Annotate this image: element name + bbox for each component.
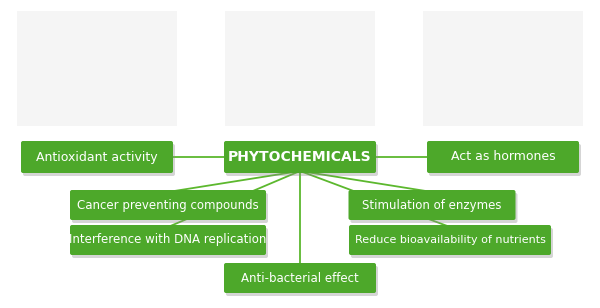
FancyBboxPatch shape <box>349 225 551 255</box>
Text: Anti-bacterial effect: Anti-bacterial effect <box>241 271 359 285</box>
FancyBboxPatch shape <box>226 266 378 296</box>
FancyBboxPatch shape <box>224 141 376 173</box>
FancyBboxPatch shape <box>21 141 173 173</box>
FancyBboxPatch shape <box>70 190 266 220</box>
FancyBboxPatch shape <box>350 193 517 223</box>
FancyBboxPatch shape <box>351 228 553 258</box>
FancyBboxPatch shape <box>224 263 376 293</box>
Text: Reduce bioavailability of nutrients: Reduce bioavailability of nutrients <box>355 235 545 245</box>
Bar <box>17 10 177 125</box>
Bar <box>225 10 375 125</box>
Text: Interference with DNA replication: Interference with DNA replication <box>70 233 266 246</box>
Text: Act as hormones: Act as hormones <box>451 151 556 164</box>
FancyBboxPatch shape <box>226 144 378 176</box>
FancyBboxPatch shape <box>427 141 579 173</box>
Text: PHYTOCHEMICALS: PHYTOCHEMICALS <box>228 150 372 164</box>
FancyBboxPatch shape <box>72 193 268 223</box>
FancyBboxPatch shape <box>349 190 515 220</box>
FancyBboxPatch shape <box>70 225 266 255</box>
FancyBboxPatch shape <box>429 144 581 176</box>
Text: Cancer preventing compounds: Cancer preventing compounds <box>77 198 259 212</box>
Bar <box>423 10 583 125</box>
FancyBboxPatch shape <box>23 144 175 176</box>
FancyBboxPatch shape <box>72 228 268 258</box>
Text: Stimulation of enzymes: Stimulation of enzymes <box>362 198 502 212</box>
Text: Antioxidant activity: Antioxidant activity <box>36 151 158 164</box>
